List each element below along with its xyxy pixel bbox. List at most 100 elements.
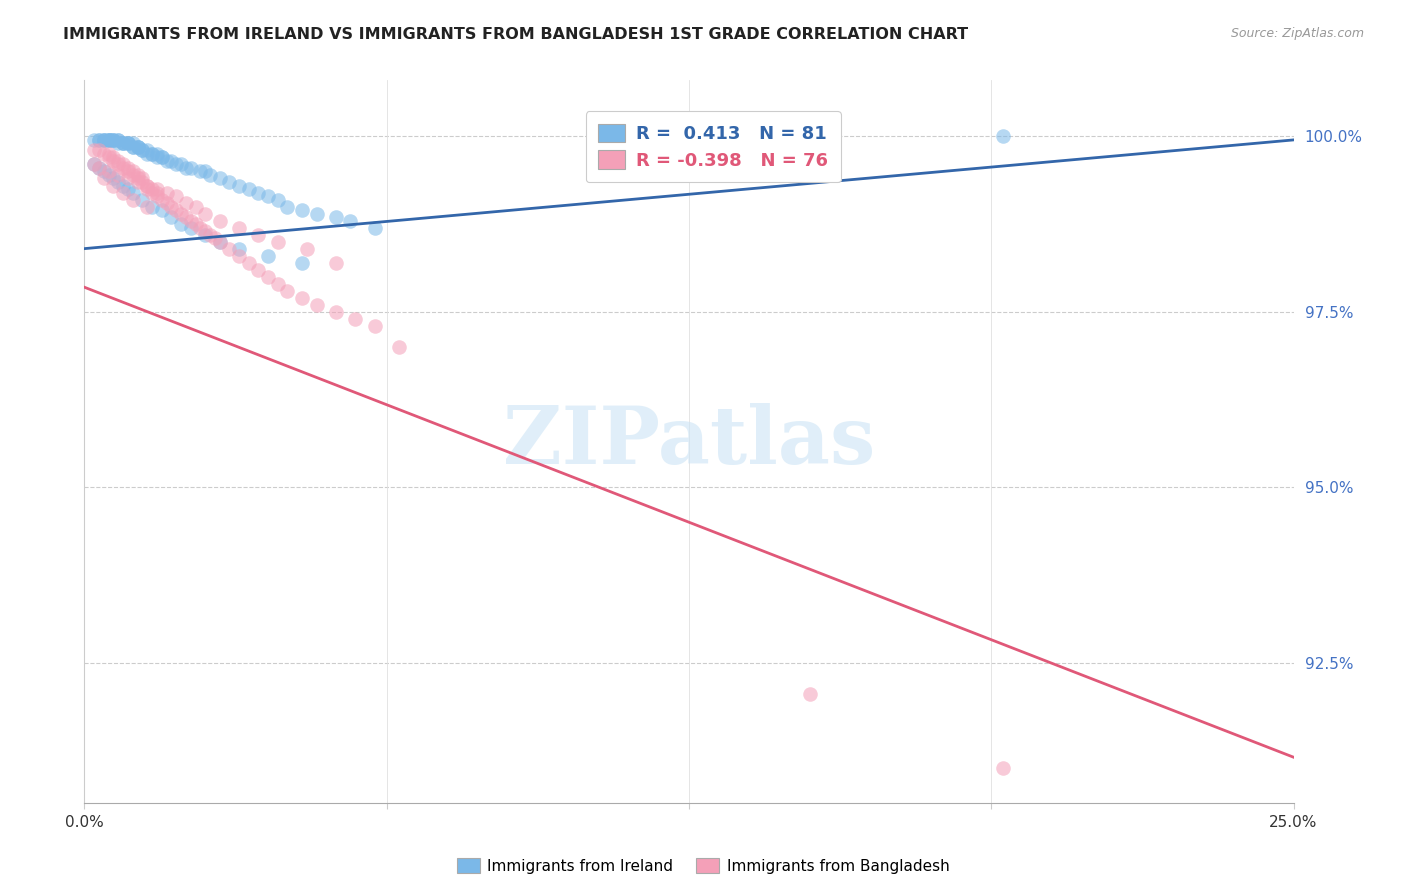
Point xyxy=(107,133,129,147)
Point xyxy=(112,161,135,175)
Point xyxy=(83,144,105,158)
Point xyxy=(174,196,197,211)
Point xyxy=(141,182,163,196)
Point xyxy=(112,136,135,151)
Text: ZIPatlas: ZIPatlas xyxy=(503,402,875,481)
Point xyxy=(267,193,290,207)
Point xyxy=(87,144,110,158)
Point xyxy=(97,133,120,147)
Point xyxy=(388,340,411,354)
Point xyxy=(170,206,193,220)
Point xyxy=(117,136,139,151)
Point xyxy=(325,210,347,224)
Point xyxy=(83,133,105,147)
Point xyxy=(208,235,231,249)
Point xyxy=(174,210,197,224)
Point xyxy=(150,151,173,165)
Point xyxy=(136,178,159,193)
Point xyxy=(993,129,1015,144)
Point xyxy=(150,193,173,207)
Point xyxy=(112,186,135,200)
Point xyxy=(208,235,231,249)
Point xyxy=(107,175,129,189)
Point xyxy=(276,284,298,298)
Point xyxy=(117,182,139,196)
Point xyxy=(208,213,231,227)
Point xyxy=(228,178,250,193)
Point xyxy=(136,144,159,158)
Point xyxy=(97,133,120,147)
Point xyxy=(267,277,290,291)
Point xyxy=(121,168,143,182)
Point xyxy=(325,255,347,269)
Point xyxy=(146,147,169,161)
Legend: Immigrants from Ireland, Immigrants from Bangladesh: Immigrants from Ireland, Immigrants from… xyxy=(450,852,956,880)
Point xyxy=(121,140,143,154)
Point xyxy=(107,153,129,168)
Point xyxy=(93,171,115,186)
Point xyxy=(363,220,385,235)
Point xyxy=(190,220,212,235)
Point xyxy=(141,186,163,200)
Point xyxy=(194,224,217,238)
Point xyxy=(93,133,115,147)
Point xyxy=(146,189,169,203)
Point xyxy=(121,140,143,154)
Point xyxy=(257,269,280,284)
Point xyxy=(107,168,129,182)
Point xyxy=(127,175,149,189)
Point xyxy=(112,136,135,151)
Point xyxy=(107,136,129,151)
Point xyxy=(160,210,183,224)
Point xyxy=(97,164,120,178)
Point xyxy=(103,151,125,165)
Point xyxy=(112,136,135,151)
Point xyxy=(160,200,183,214)
Point xyxy=(141,200,163,214)
Point xyxy=(208,171,231,186)
Point xyxy=(180,213,202,227)
Point xyxy=(190,164,212,178)
Point xyxy=(97,168,120,182)
Point xyxy=(127,140,149,154)
Point xyxy=(97,133,120,147)
Point xyxy=(117,136,139,151)
Point xyxy=(136,200,159,214)
Point xyxy=(117,136,139,151)
Point xyxy=(155,153,177,168)
Point xyxy=(247,186,270,200)
Point xyxy=(141,147,163,161)
Point xyxy=(103,133,125,147)
Point xyxy=(267,235,290,249)
Point xyxy=(93,164,115,178)
Point xyxy=(228,220,250,235)
Point xyxy=(198,227,221,242)
Point xyxy=(247,262,270,277)
Point xyxy=(146,151,169,165)
Point xyxy=(291,202,314,217)
Point xyxy=(295,242,318,256)
Point xyxy=(107,133,129,147)
Point xyxy=(339,213,361,227)
Point xyxy=(344,311,367,326)
Point xyxy=(174,161,197,175)
Point xyxy=(121,193,143,207)
Point xyxy=(103,133,125,147)
Point xyxy=(87,133,110,147)
Point xyxy=(257,189,280,203)
Point xyxy=(117,171,139,186)
Point xyxy=(127,168,149,182)
Point xyxy=(247,227,270,242)
Point xyxy=(103,133,125,147)
Point xyxy=(87,161,110,175)
Point xyxy=(117,164,139,178)
Point xyxy=(238,182,260,196)
Point xyxy=(121,186,143,200)
Point xyxy=(141,147,163,161)
Point xyxy=(228,249,250,263)
Point xyxy=(180,220,202,235)
Point xyxy=(87,133,110,147)
Point xyxy=(180,161,202,175)
Point xyxy=(146,186,169,200)
Point xyxy=(194,206,217,220)
